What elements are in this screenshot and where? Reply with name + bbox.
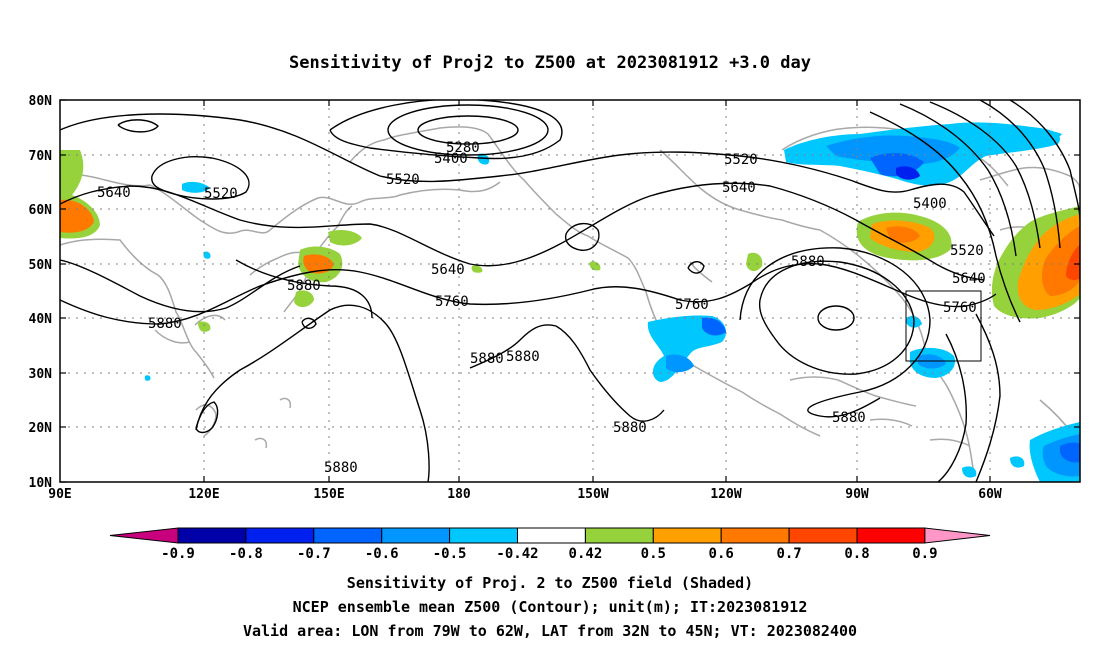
lat-label: 70N [29, 149, 53, 164]
lon-label: 150E [313, 487, 344, 502]
colorbar-label: 0.9 [912, 546, 937, 562]
colorbar-label: 0.7 [776, 546, 801, 562]
figure-title: Sensitivity of Proj2 to Z500 at 20230819… [289, 53, 811, 73]
colorbar-label: -0.42 [496, 546, 538, 562]
colorbar-segment [788, 527, 858, 544]
colorbar-segment [856, 527, 926, 544]
contour-label: 5280 [446, 140, 480, 156]
contour-label: 5520 [386, 172, 420, 188]
contour-label: 5880 [613, 420, 647, 436]
longitude-labels: 90E 120E 150E 180 150W 120W 90W 60W [48, 487, 1002, 502]
contour-label: 5640 [952, 271, 986, 287]
colorbar-segment [313, 527, 383, 544]
contour-label: 5640 [431, 262, 465, 278]
contour-label: 5760 [435, 294, 469, 310]
footer-line-2: NCEP ensemble mean Z500 (Contour); unit(… [293, 598, 808, 616]
contour-label: 5520 [950, 243, 984, 259]
lon-label: 60W [978, 487, 1002, 502]
valid-area-box [905, 290, 982, 362]
contour-label: 5880 [324, 460, 358, 476]
colorbar-segment [517, 527, 586, 544]
lat-label: 40N [29, 312, 53, 327]
footer-line-1: Sensitivity of Proj. 2 to Z500 field (Sh… [347, 574, 753, 592]
map-gridlines [60, 100, 1080, 482]
map-frame [59, 99, 1081, 483]
lat-label: 10N [29, 476, 53, 491]
footer-line-3: Valid area: LON from 79W to 62W, LAT fro… [243, 622, 857, 640]
contour-label: 5880 [506, 349, 540, 365]
map-panel: 5280 5400 5520 5520 5640 5520 5640 5400 … [29, 94, 1081, 502]
contour-label: 5760 [943, 300, 977, 316]
colorbar: -0.9 -0.8 -0.7 -0.6 -0.5 -0.42 0.42 0.5 0.6 0.7 0.… [109, 527, 991, 562]
colorbar-label: -0.6 [365, 546, 399, 562]
lon-label: 150W [577, 487, 608, 502]
contour-label: 5760 [675, 297, 709, 313]
lon-label: 90E [48, 487, 71, 502]
contour-label: 5880 [148, 316, 182, 332]
contour-label: 5640 [722, 180, 756, 196]
contour-label: 5400 [913, 196, 947, 212]
lat-label: 80N [29, 94, 53, 109]
colorbar-label: 0.6 [709, 546, 734, 562]
colorbar-segment [449, 527, 519, 544]
colorbar-label: -0.8 [229, 546, 263, 562]
lon-label: 180 [447, 487, 471, 502]
contour-label: 5880 [791, 254, 825, 270]
lon-label: 120W [710, 487, 741, 502]
sensitivity-shading [60, 122, 1080, 482]
colorbar-label: -0.9 [161, 546, 195, 562]
lat-label: 60N [29, 203, 53, 218]
colorbar-low-end [109, 527, 179, 544]
colorbar-segment [245, 527, 315, 544]
colorbar-label: 0.42 [569, 546, 603, 562]
latitude-labels: 80N 70N 60N 50N 40N 30N 20N 10N [29, 94, 53, 491]
z500-contours [60, 100, 1080, 482]
contour-label: 5880 [287, 278, 321, 294]
colorbar-segment [652, 527, 722, 544]
colorbar-high-end [924, 527, 991, 544]
lon-label: 90W [845, 487, 869, 502]
contour-label: 5400 [434, 151, 468, 167]
lon-label: 120E [188, 487, 219, 502]
contour-label-group: 5280 5400 5520 5520 5640 5520 5640 5400 … [97, 140, 986, 476]
contour-label: 5520 [724, 152, 758, 168]
contour-label: 5880 [832, 410, 866, 426]
lat-label: 20N [29, 421, 53, 436]
contour-label: 5640 [97, 185, 131, 201]
colorbar-label: 0.8 [844, 546, 869, 562]
contour-label: 5880 [470, 351, 504, 367]
colorbar-label: -0.7 [297, 546, 331, 562]
colorbar-label: 0.5 [641, 546, 666, 562]
contour-label: 5520 [204, 186, 238, 202]
colorbar-segment [177, 527, 247, 544]
lat-label: 30N [29, 367, 53, 382]
colorbar-segment [720, 527, 790, 544]
axis-ticks [60, 99, 1080, 483]
colorbar-label: -0.5 [433, 546, 467, 562]
lat-label: 50N [29, 258, 53, 273]
colorbar-segment [584, 527, 654, 544]
colorbar-segment [381, 527, 451, 544]
